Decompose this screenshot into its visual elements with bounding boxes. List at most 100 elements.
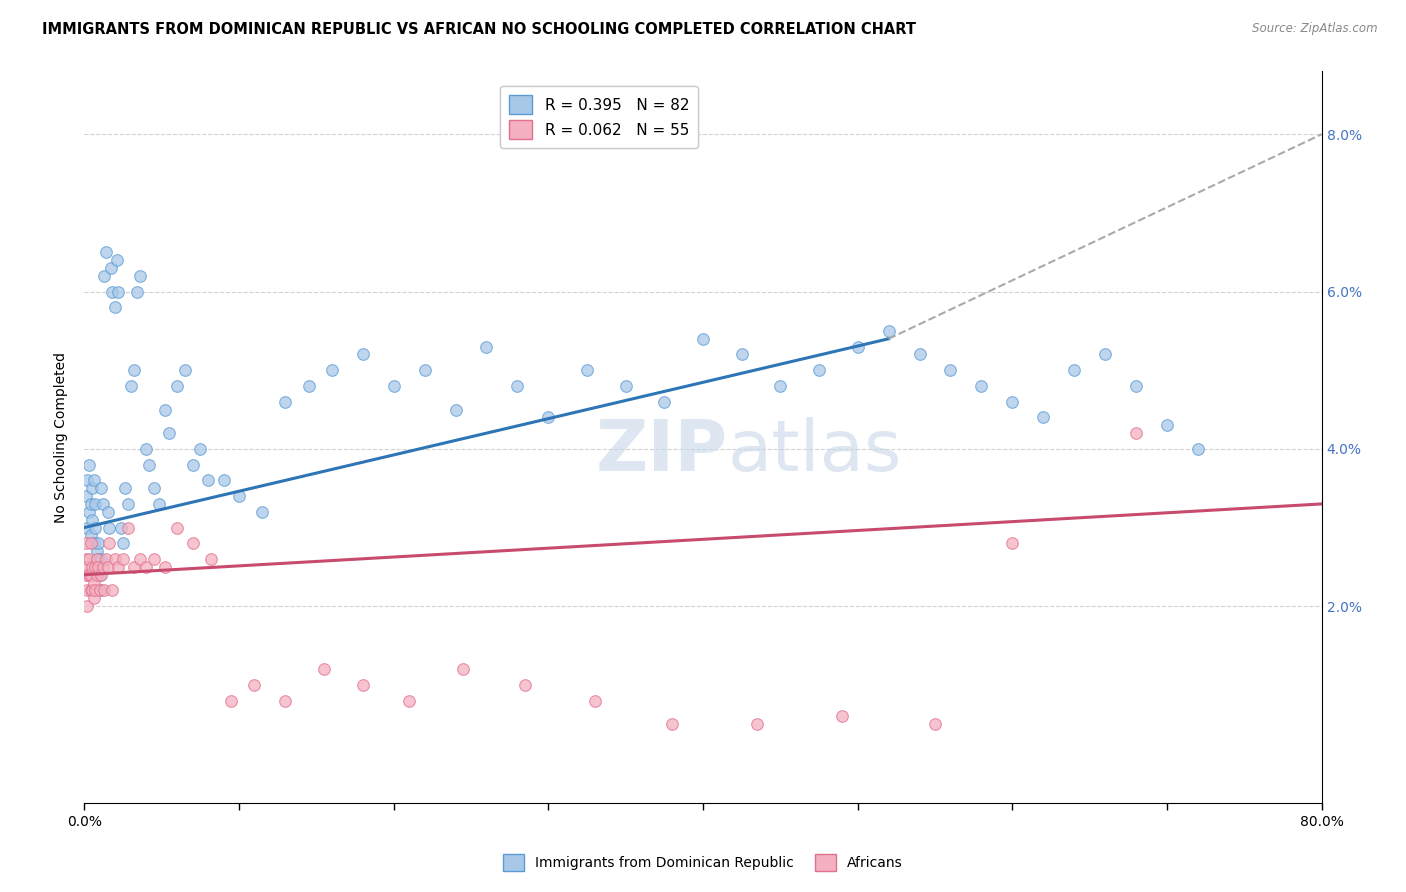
Point [77,552,100,566]
Point [1125,426,1147,441]
Point [112,552,135,566]
Point [105,253,128,268]
Point [444,402,467,417]
Point [1063,363,1085,377]
Point [100,260,122,275]
Point [75,552,97,566]
Point [831,709,853,723]
Point [91,497,114,511]
Point [453,662,475,676]
Point [104,552,127,566]
Point [1125,379,1147,393]
Point [79,583,101,598]
Point [79,567,101,582]
Point [1001,394,1024,409]
Point [107,285,129,299]
Point [908,347,931,361]
Point [82,481,104,495]
Point [90,481,112,495]
Point [91,559,114,574]
Point [84,497,107,511]
Point [120,379,142,393]
Point [661,717,683,731]
Point [82,513,104,527]
Point [77,505,100,519]
Text: ZIP: ZIP [596,417,728,486]
Y-axis label: No Schooling Completed: No Schooling Completed [55,351,69,523]
Point [475,340,498,354]
Point [297,379,319,393]
Point [731,347,754,361]
Text: IMMIGRANTS FROM DOMINICAN REPUBLIC VS AFRICAN NO SCHOOLING COMPLETED CORRELATION: IMMIGRANTS FROM DOMINICAN REPUBLIC VS AF… [42,22,917,37]
Point [352,347,374,361]
Point [107,559,129,574]
Point [181,458,204,472]
Point [77,458,100,472]
Point [84,559,107,574]
Point [129,552,152,566]
Point [93,268,115,283]
Point [76,520,98,534]
Point [89,567,111,582]
Point [148,497,170,511]
Point [219,693,242,707]
Point [274,394,297,409]
Point [129,268,152,283]
Point [89,583,111,598]
Point [117,497,139,511]
Point [692,332,714,346]
Point [86,559,108,574]
Point [82,559,104,574]
Point [112,536,135,550]
Point [101,583,124,598]
Point [79,528,101,542]
Point [200,552,222,566]
Point [312,662,335,676]
Point [122,363,145,377]
Point [84,520,107,534]
Point [135,442,157,456]
Point [94,245,117,260]
Point [135,559,157,574]
Point [1187,442,1209,456]
Point [90,552,112,566]
Point [537,410,560,425]
Point [79,536,101,550]
Point [87,559,110,574]
Point [96,559,118,574]
Text: atlas: atlas [728,417,903,486]
Point [382,379,405,393]
Point [877,324,900,338]
Point [769,379,792,393]
Point [924,717,946,731]
Point [75,536,97,550]
Point [1032,410,1054,425]
Point [77,567,100,582]
Point [84,583,107,598]
Point [86,544,108,558]
Point [583,693,606,707]
Point [250,505,273,519]
Point [114,481,136,495]
Point [413,363,436,377]
Point [398,693,420,707]
Point [110,520,132,534]
Point [86,567,108,582]
Point [96,505,118,519]
Point [125,285,148,299]
Point [138,458,160,472]
Point [90,567,112,582]
Point [75,489,97,503]
Point [506,379,529,393]
Point [745,717,768,731]
Point [188,442,211,456]
Point [197,473,219,487]
Point [76,583,98,598]
Point [159,426,180,441]
Point [87,536,110,550]
Point [86,552,108,566]
Point [846,340,869,354]
Point [83,473,105,487]
Point [181,536,204,550]
Point [939,363,962,377]
